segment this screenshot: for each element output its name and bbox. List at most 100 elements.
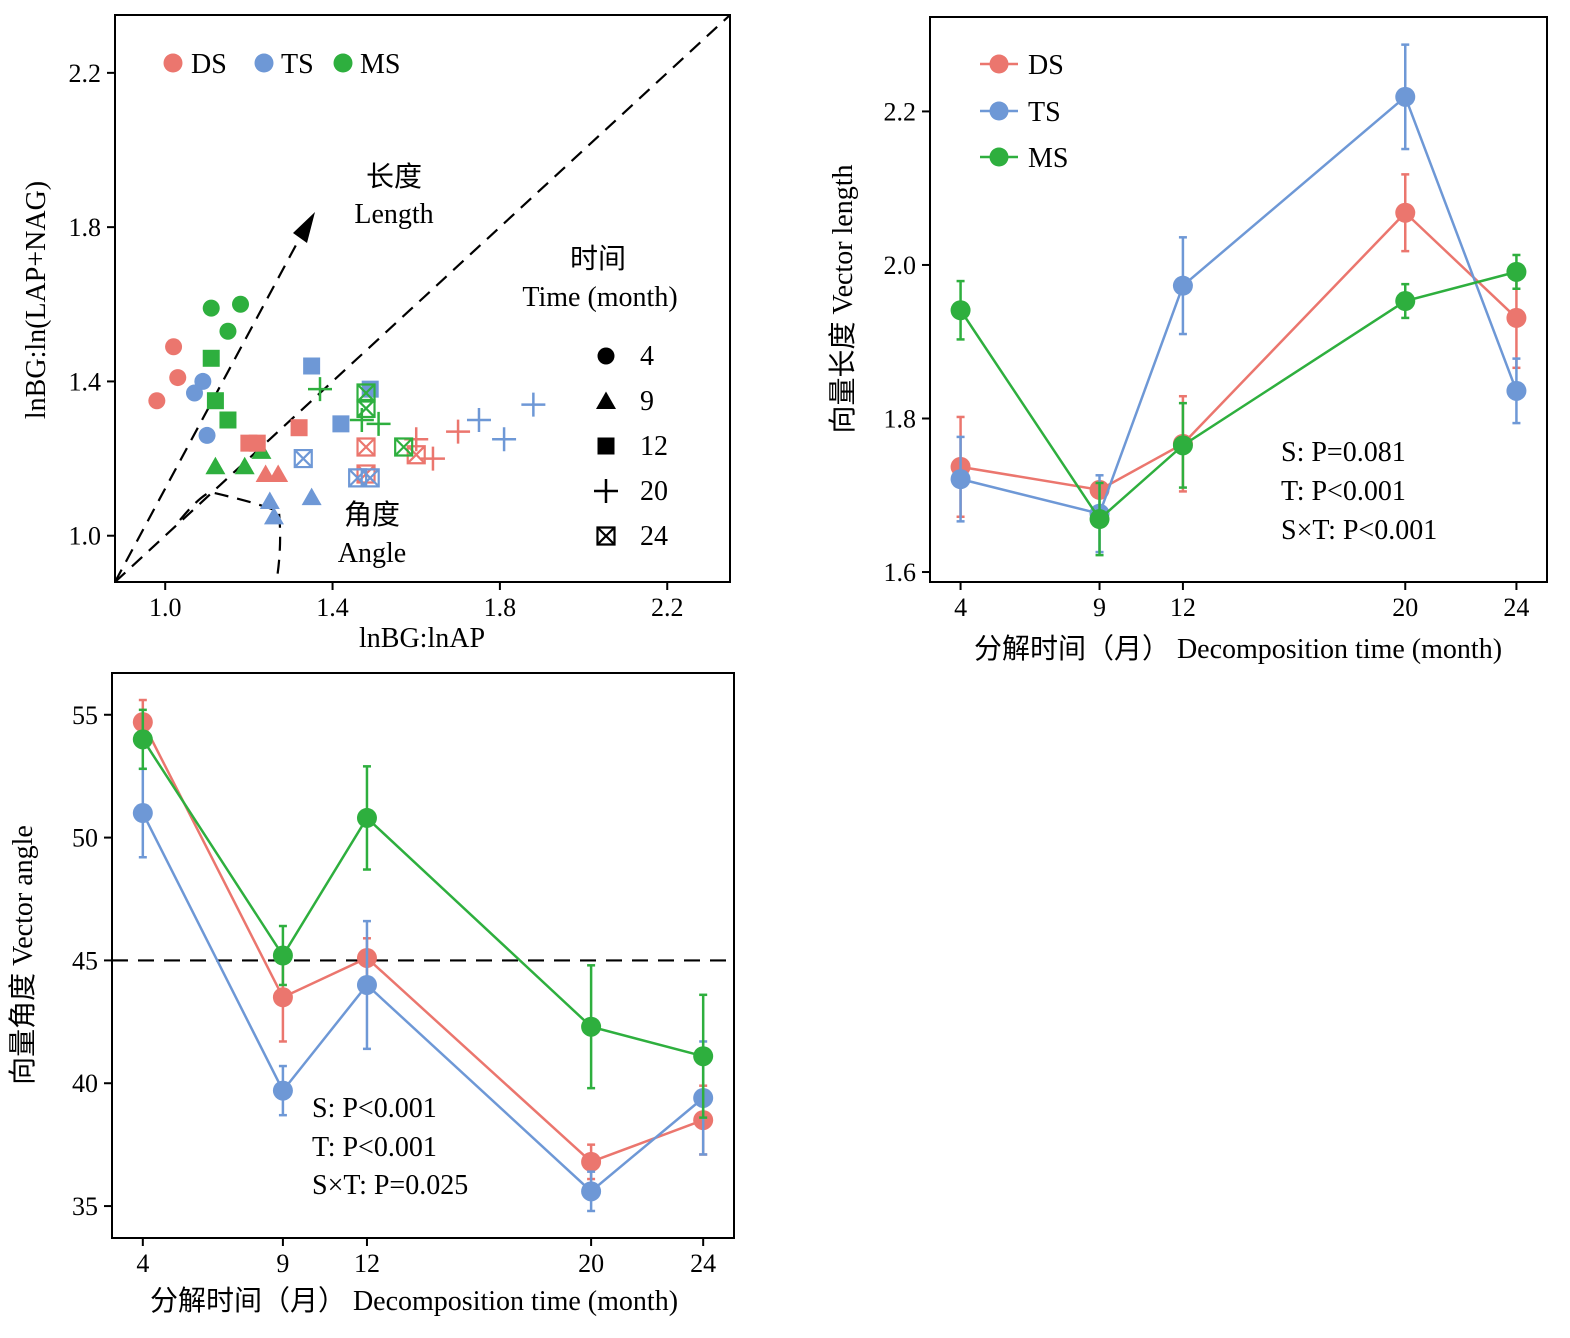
legend-label-ds: DS xyxy=(191,49,227,80)
scatter-point xyxy=(198,426,216,444)
scatter-point xyxy=(248,434,266,452)
length-point-ds xyxy=(1395,202,1416,223)
length-stat-line: S×T: P<0.001 xyxy=(1281,515,1437,546)
angle-frame xyxy=(111,672,735,1239)
legend-label-ms: MS xyxy=(360,49,400,80)
length-legend-marker-ds xyxy=(989,54,1009,74)
length-frame xyxy=(929,16,1548,583)
scatter-x-tick-label: 2.2 xyxy=(651,593,684,622)
length-legend-marker-ts xyxy=(989,101,1009,121)
time-legend-title-en: Time (month) xyxy=(522,282,677,313)
length-legend-label-ds: DS xyxy=(1028,50,1064,81)
scatter-point xyxy=(148,392,166,410)
angle-point-ts xyxy=(272,1080,293,1101)
angle-point-ts xyxy=(132,803,153,824)
length-y-tick-label: 2.0 xyxy=(884,251,917,280)
time-legend-label: 24 xyxy=(640,521,668,552)
length-y-tick-label: 1.8 xyxy=(884,404,917,433)
angle-stats: S: P<0.001 T: P<0.001 S×T: P=0.025 xyxy=(312,1093,468,1201)
scatter-point xyxy=(303,357,321,375)
length-x-label: 分解时间（月） Decomposition time (month) xyxy=(974,633,1502,665)
scatter-x-label: lnBG:lnAP xyxy=(359,623,485,654)
angle-x-tick-label: 20 xyxy=(578,1249,604,1278)
length-y-tick-label: 2.2 xyxy=(884,97,917,126)
angle-point-ms xyxy=(356,807,377,828)
scatter-point xyxy=(366,411,391,436)
angle-y-tick-label: 55 xyxy=(72,701,98,730)
angle-annotation-en: Angle xyxy=(338,538,406,569)
length-arrow-head xyxy=(293,212,315,243)
scatter-y-tick-label: 1.0 xyxy=(69,522,102,551)
scatter-y-tick-label: 1.4 xyxy=(69,367,102,396)
scatter-point xyxy=(169,369,187,387)
scatter-point xyxy=(202,349,220,367)
angle-x-tick-label: 12 xyxy=(354,1249,380,1278)
time-legend-marker xyxy=(596,391,616,409)
time-legend-label: 9 xyxy=(640,386,654,417)
scatter-y-tick-label: 2.2 xyxy=(69,59,102,88)
length-point-ms xyxy=(1506,261,1527,282)
scatter-y-label: lnBG:ln(LAP+NAG) xyxy=(21,181,52,419)
angle-point-ms xyxy=(693,1046,714,1067)
legend-marker-ds xyxy=(163,53,183,73)
angle-x-label: 分解时间（月） Decomposition time (month) xyxy=(150,1285,678,1317)
time-legend-marker xyxy=(594,479,618,503)
scatter-point xyxy=(219,322,237,340)
length-legend: DS TS MS xyxy=(980,50,1068,174)
angle-stat-line: S×T: P=0.025 xyxy=(312,1170,468,1201)
time-legend-marker xyxy=(596,526,616,546)
vector-length-panel: 4 9 12 20 24 1.6 1.8 2.0 2.2 分解时间（月） Decompositi… xyxy=(827,16,1548,665)
length-line-ds xyxy=(960,210,1518,492)
length-point-ts xyxy=(1506,380,1527,401)
length-stat-line: S: P=0.081 xyxy=(1281,437,1406,468)
time-legend-label: 4 xyxy=(640,341,654,372)
scatter-panel: 1.0 1.4 1.8 2.2 1.0 1.4 1.8 2.2 lnBG:lnAP lnBG:… xyxy=(21,14,731,654)
angle-stat-line: S: P<0.001 xyxy=(312,1093,437,1124)
angle-y-tick-label: 40 xyxy=(72,1069,98,1098)
length-stat-line: T: P<0.001 xyxy=(1281,476,1406,507)
scatter-point xyxy=(232,295,250,313)
scatter-x-tick-label: 1.0 xyxy=(149,593,182,622)
angle-annotation-cn: 角度 xyxy=(344,499,400,531)
angle-x-tick-label: 4 xyxy=(136,1249,149,1278)
angle-y-tick-label: 50 xyxy=(72,824,98,853)
angle-point-ts xyxy=(356,974,377,995)
length-x-tick-label: 4 xyxy=(954,593,967,622)
angle-point-ts xyxy=(581,1181,602,1202)
angle-point-ds xyxy=(272,987,293,1008)
scatter-point xyxy=(234,456,255,475)
angle-arc xyxy=(179,490,282,579)
legend-marker-ms xyxy=(333,53,353,73)
length-annotation-cn: 长度 xyxy=(366,161,422,193)
length-x-tick-label: 20 xyxy=(1392,593,1418,622)
scatter-point xyxy=(492,427,517,452)
scatter-point xyxy=(263,506,284,525)
length-y-tick-label: 1.6 xyxy=(884,558,917,587)
scatter-point xyxy=(219,411,237,429)
angle-point-ms xyxy=(581,1016,602,1037)
length-legend-label-ms: MS xyxy=(1028,143,1068,174)
scatter-point xyxy=(165,338,183,356)
length-line-ms xyxy=(959,270,1517,521)
length-point-ms xyxy=(1089,509,1110,530)
scatter-point xyxy=(293,448,313,469)
time-legend-title-cn: 时间 xyxy=(570,243,626,275)
scatter-point xyxy=(185,384,203,402)
scatter-point xyxy=(332,415,350,433)
scatter-point xyxy=(259,491,280,509)
scatter-point xyxy=(290,419,308,437)
scatter-series-legend: DS TS MS xyxy=(163,49,400,80)
scatter-point xyxy=(521,392,546,417)
legend-marker-ts xyxy=(254,53,274,73)
length-point-ms xyxy=(950,300,971,321)
scatter-point xyxy=(360,468,380,488)
scatter-x-tick-label: 1.4 xyxy=(316,593,349,622)
length-vector-line xyxy=(114,231,304,583)
scatter-frame xyxy=(114,14,731,583)
angle-point-ms xyxy=(132,729,153,750)
length-legend-label-ts: TS xyxy=(1028,97,1061,128)
scatter-point xyxy=(301,487,322,506)
scatter-point xyxy=(202,299,220,317)
length-point-ds xyxy=(1506,307,1527,328)
length-stats: S: P=0.081 T: P<0.001 S×T: P<0.001 xyxy=(1281,437,1437,546)
